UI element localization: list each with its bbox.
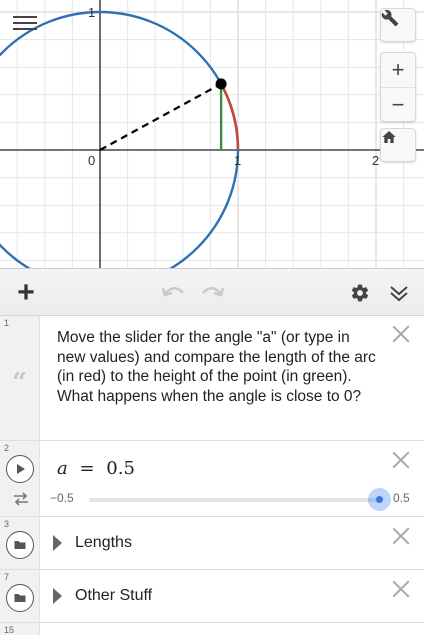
slider-expression[interactable]: a = 0.5: [57, 458, 135, 479]
undo-icon: [162, 286, 184, 297]
graph-canvas[interactable]: 0 1 2 1 + −: [0, 0, 424, 268]
zoom-in-button[interactable]: +: [381, 53, 415, 87]
expression-row-folder-other-stuff[interactable]: 7 Other Stuff: [0, 570, 424, 623]
loop-icon: [14, 492, 28, 506]
slider-track[interactable]: [89, 498, 381, 502]
expression-toolbar: +: [0, 268, 424, 316]
gear-icon: [351, 284, 369, 302]
point-on-circle[interactable]: [215, 78, 227, 90]
unit-circle: [0, 10, 240, 268]
slider-max-label[interactable]: 0.5: [393, 491, 410, 505]
folder-visibility-button[interactable]: [6, 584, 34, 612]
row-index: 1: [4, 318, 10, 328]
menu-button[interactable]: [10, 12, 40, 40]
redo-button[interactable]: [196, 269, 228, 317]
wrench-icon: [381, 9, 399, 27]
delete-folder-button[interactable]: [390, 578, 412, 600]
row-index: 15: [4, 625, 15, 635]
home-icon: [382, 131, 396, 143]
loop-mode-button[interactable]: [12, 491, 30, 507]
folder-label[interactable]: Other Stuff: [75, 587, 153, 604]
delete-slider-button[interactable]: [390, 449, 412, 471]
y-tick-label-1: 1: [88, 5, 95, 20]
arc-path: [219, 83, 240, 151]
delete-note-button[interactable]: [390, 323, 412, 345]
row-index: 2: [4, 443, 10, 453]
settings-button[interactable]: [344, 269, 376, 317]
folder-visibility-button[interactable]: [6, 531, 34, 559]
slider-handle[interactable]: [368, 488, 391, 511]
slider-min-label[interactable]: −0.5: [50, 491, 74, 505]
row-index: 7: [4, 572, 10, 582]
menu-icon: [10, 16, 40, 30]
quote-icon: “: [12, 368, 27, 398]
graph-svg[interactable]: 0 1 2 1: [0, 0, 424, 268]
delete-folder-button[interactable]: [390, 525, 412, 547]
collapse-list-button[interactable]: [383, 269, 415, 317]
row-gutter: 1 “: [0, 316, 40, 440]
x-tick-label-2: 2: [372, 153, 379, 168]
slider-variable: a: [57, 458, 68, 479]
graph-settings-button[interactable]: [380, 8, 416, 42]
redo-icon: [202, 286, 224, 297]
double-chevron-down-icon: [390, 286, 408, 302]
folder-label[interactable]: Lengths: [75, 534, 132, 551]
x-tick-label-0: 0: [88, 153, 95, 168]
row-gutter: 2: [0, 441, 40, 516]
grid-lines: [0, 0, 424, 268]
note-text[interactable]: Move the slider for the angle "a" (or ty…: [57, 329, 376, 405]
folder-icon: [14, 541, 26, 549]
zoom-controls: + −: [380, 52, 416, 122]
folder-expand-toggle[interactable]: [53, 588, 62, 604]
plus-icon: +: [391, 57, 405, 82]
row-gutter: 15: [0, 623, 40, 635]
play-icon: [17, 464, 25, 474]
expression-row-empty[interactable]: 15: [0, 623, 424, 635]
plus-icon: +: [17, 276, 35, 309]
folder-icon: [14, 594, 26, 602]
slider-value: 0.5: [106, 458, 135, 479]
x-tick-label-1: 1: [234, 153, 241, 168]
radius-line: [99, 82, 222, 151]
play-slider-button[interactable]: [6, 455, 34, 483]
add-expression-button[interactable]: +: [8, 269, 44, 317]
row-gutter: 7: [0, 570, 40, 622]
expression-row-note[interactable]: 1 “ Move the slider for the angle "a" (o…: [0, 316, 424, 441]
folder-expand-toggle[interactable]: [53, 535, 62, 551]
minus-icon: −: [391, 91, 405, 117]
undo-button[interactable]: [158, 269, 190, 317]
row-gutter: 3: [0, 517, 40, 569]
expression-row-slider[interactable]: 2 a = 0.5 −0.5 0.5: [0, 441, 424, 517]
slider-equals: =: [79, 458, 95, 479]
home-button[interactable]: [380, 128, 416, 162]
expression-list: 1 “ Move the slider for the angle "a" (o…: [0, 316, 424, 635]
row-index: 3: [4, 519, 10, 529]
expression-row-folder-lengths[interactable]: 3 Lengths: [0, 517, 424, 570]
zoom-out-button[interactable]: −: [381, 87, 415, 121]
